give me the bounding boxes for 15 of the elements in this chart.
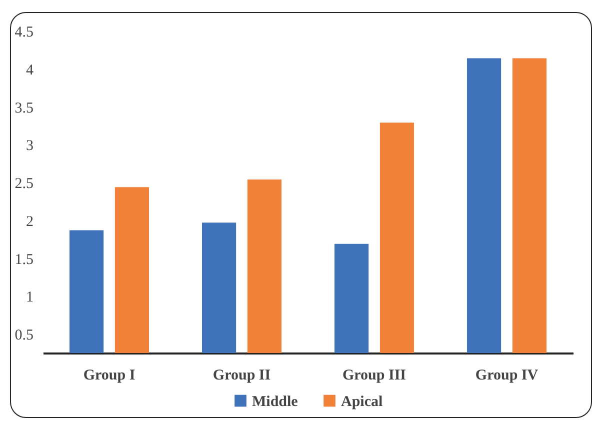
x-tick-label: Group III	[342, 368, 406, 384]
y-tick-label: 3	[26, 138, 34, 154]
y-tick-label: 4.5	[14, 24, 34, 40]
y-tick-label: 3.5	[14, 100, 34, 116]
y-tick-label: 2.5	[14, 176, 34, 192]
x-tick-label: Group II	[212, 368, 271, 384]
legend-label: Apical	[341, 394, 383, 410]
y-tick-label: 0.5	[14, 328, 34, 344]
x-tick-label: Group IV	[475, 368, 538, 384]
x-tick-label: Group I	[83, 368, 136, 384]
y-tick-label: 1.5	[14, 252, 34, 268]
y-tick-label: 1	[26, 290, 34, 306]
y-tick-label: 4	[26, 62, 34, 78]
legend-label: Middle	[252, 394, 298, 410]
y-tick-label: 2	[26, 214, 34, 230]
